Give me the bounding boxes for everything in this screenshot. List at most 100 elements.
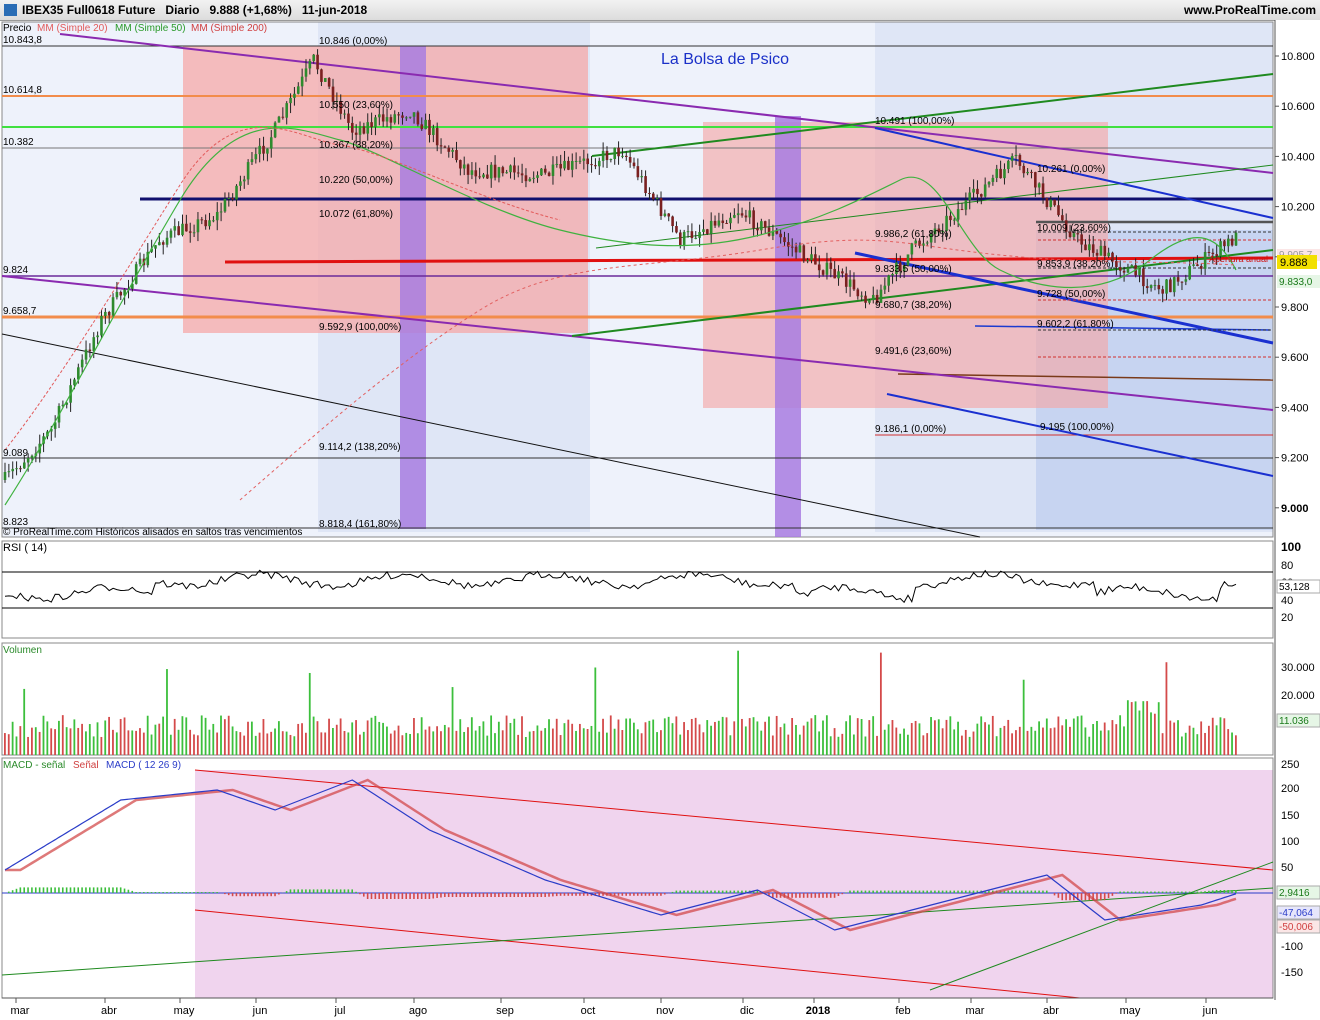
volume-bar [1161,733,1164,755]
price-bar-body [1207,251,1211,253]
volume-bar [451,687,454,755]
tag-bg-3 [1277,275,1320,288]
price-bar-body [536,175,539,178]
volume-bar [505,715,508,755]
price-bar-body [1115,260,1118,268]
volume-bar [46,721,49,755]
macd-hist-bar [567,893,570,896]
macd-hist-bar [598,893,600,896]
volume-bar [1119,715,1122,755]
volume-bar [609,715,612,755]
price-bar-body [1142,268,1145,287]
purple-trend-lower [1,275,1274,411]
macd-hist-bar [362,893,365,897]
volume-bar [787,734,790,755]
volume-bar [382,722,384,755]
volume-bar [332,727,334,755]
volume-bar [1038,721,1040,755]
price-bar-body [1072,233,1076,238]
volume-bar [490,715,493,755]
price-bar-body [489,164,493,179]
x-tick-label: jun [252,1005,268,1017]
macd-hist-bar [1046,890,1048,893]
fib2-label: 9.680,7 (38,20%) [875,300,952,311]
volume-bar [189,729,192,755]
fib2-label: 9.186,1 (0,00%) [875,424,946,435]
macd-hist-bar [332,889,334,893]
price-bar-body [1095,252,1099,256]
legend-sma20: MM (Simple 20) [37,23,108,34]
price-bar-body [1199,266,1203,269]
macd-hist-bar [459,893,462,897]
macd-hist-bar [212,892,215,893]
macd-hist-bar [451,893,454,897]
volume-bar [4,733,6,755]
volume-bar [945,719,948,755]
green-trend-upper [591,73,1274,157]
price-bar-body [667,213,671,217]
price-bar-body [293,93,296,98]
price-bar-body [65,402,69,405]
volume-bar [1196,734,1199,755]
volume-bar [15,736,18,755]
volume-bar [798,734,801,755]
price-bar-body [925,242,929,244]
price-bar-body [1196,264,1199,267]
price-bar-body [459,160,462,169]
volume-bar [119,718,122,755]
volume-bar [1069,726,1071,755]
volume-bar [409,733,411,755]
price-bar-body [644,176,647,194]
price-bar-body [686,231,690,233]
price-bar-body [374,117,377,128]
price-bar-body [1215,254,1219,257]
macd-hist-bar [721,890,724,893]
macd-hist-bar [88,887,91,893]
volume-bar [61,715,64,755]
price-bar-body [887,275,890,286]
volume-bar [771,735,774,755]
macd-hist-bar [501,893,504,897]
volume-bar [250,721,253,755]
volume-bar [1169,720,1172,755]
macd-hist-bar [131,890,134,893]
macd-hist-bar [1157,891,1160,893]
volume-bar [359,734,361,755]
price-bar-body [470,170,474,175]
macd-hist-bar [853,890,855,893]
macd-hist-bar [1127,891,1129,893]
brown-support-line [897,373,1274,381]
volume-bar [1072,718,1075,755]
rsi-label: RSI ( 14) [3,542,47,554]
purple-trend-upper [59,33,1274,174]
volume-bar [297,723,300,755]
price-bar-body [609,159,613,161]
price-bar-body [1088,244,1091,251]
macd-hist-bar [347,889,350,893]
volume-bar [949,716,952,755]
price-bar-body [1010,156,1014,161]
macd-hist-bar [409,893,411,899]
macd-hist-bar [633,893,635,896]
volume-bar [1123,726,1125,755]
macd-hist-bar [440,893,442,898]
price-bar-body [733,215,736,218]
macd-hist-bar [38,887,41,893]
x-tick-label: dic [740,1005,755,1017]
price-bar-body [709,220,713,234]
macd-hist-bar [949,890,952,893]
price-bar-body [111,297,115,316]
price-bar-body [659,197,663,216]
price-bar-body [648,193,651,195]
fib3-label: 9.853,9 (38,20%) [1037,259,1114,270]
volume-bar [926,733,929,755]
macd-hist-bar [961,890,963,893]
volume-bar [640,733,643,755]
macd-hist-bar [555,893,558,897]
volume-bar [575,730,577,755]
macd-hist-bar [849,890,851,893]
volume-bar [1153,713,1156,755]
volume-bar [281,731,284,755]
macd-hist-bar [521,893,523,897]
